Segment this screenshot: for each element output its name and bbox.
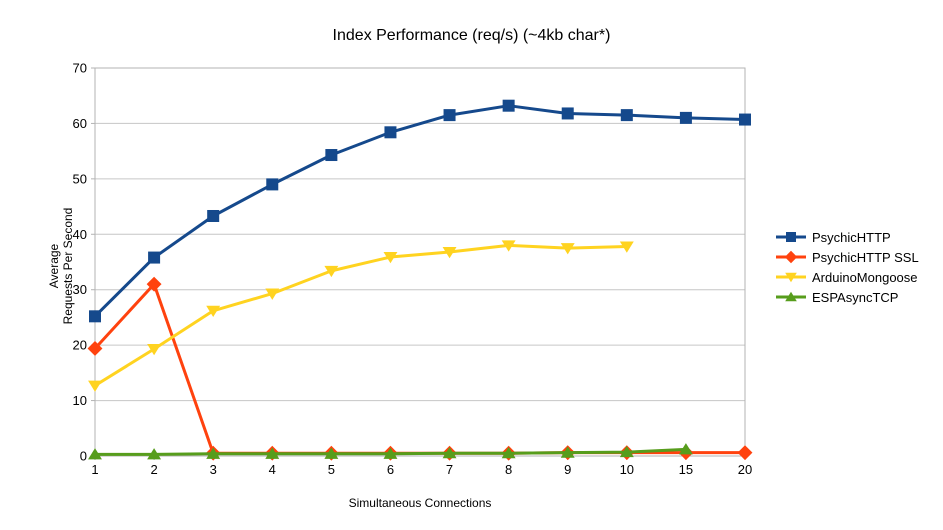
- series-marker-ArduinoMongoose: [147, 343, 162, 356]
- x-tick-label: 20: [738, 462, 752, 477]
- series-line-ArduinoMongoose: [94, 243, 627, 387]
- series-marker-ESPAsyncTCP: [442, 446, 457, 459]
- x-tick-label: 8: [505, 462, 512, 477]
- legend-label: PsychicHTTP: [812, 229, 891, 245]
- series-marker-ArduinoMongoose: [383, 251, 398, 264]
- series-marker-PsychicHTTP: [502, 99, 515, 112]
- series-marker-PsychicHTTP: [679, 111, 692, 124]
- series-marker-ESPAsyncTCP: [501, 446, 516, 459]
- y-tick-label: 40: [73, 227, 87, 242]
- x-axis-title: Simultaneous Connections: [348, 496, 492, 510]
- x-tick-label: 3: [210, 462, 217, 477]
- series-marker-PsychicHTTP: [325, 149, 338, 162]
- y-axis-title-line1: Average: [47, 243, 61, 289]
- series-marker-PsychicHTTP-SSL: [737, 445, 753, 461]
- series-marker-PsychicHTTP: [384, 126, 397, 139]
- series-marker-ESPAsyncTCP: [206, 447, 221, 459]
- y-tick-label: 70: [73, 61, 87, 76]
- legend-item-PsychicHTTP: PsychicHTTP: [776, 227, 919, 247]
- chart-title: Index Performance (req/s) (~4kb char*): [332, 27, 611, 44]
- series-marker-ArduinoMongoose: [560, 243, 575, 255]
- series-marker-ESPAsyncTCP: [324, 447, 339, 459]
- legend-item-PsychicHTTP-SSL: PsychicHTTP SSL: [776, 247, 919, 267]
- series-marker-ArduinoMongoose: [88, 380, 102, 392]
- series-marker-PsychicHTTP: [266, 178, 279, 191]
- x-tick-label: 1: [91, 462, 98, 477]
- series-marker-ArduinoMongoose: [324, 265, 339, 278]
- series-marker-ESPAsyncTCP: [147, 448, 162, 460]
- legend-label: PsychicHTTP SSL: [812, 249, 919, 265]
- series-marker-PsychicHTTP-SSL: [87, 341, 103, 356]
- legend-label: ESPAsyncTCP: [812, 289, 899, 305]
- y-tick-label: 10: [73, 393, 87, 408]
- legend-swatch-diamond-icon: [776, 250, 806, 264]
- legend-item-ESPAsyncTCP: ESPAsyncTCP: [776, 287, 919, 307]
- series-marker-PsychicHTTP: [739, 113, 751, 126]
- plot-border: [94, 67, 746, 457]
- x-tick-label: 10: [620, 462, 634, 477]
- series-marker-PsychicHTTP-SSL: [146, 276, 162, 292]
- series-marker-ArduinoMongoose: [206, 305, 221, 318]
- legend-swatch-triangle-up-icon: [776, 291, 806, 302]
- y-tick-label: 50: [73, 171, 87, 186]
- x-tick-label: 4: [269, 462, 276, 477]
- x-tick-label: 5: [328, 462, 335, 477]
- series-marker-ESPAsyncTCP: [678, 443, 693, 455]
- x-tick-label: 7: [446, 462, 453, 477]
- series-marker-ESPAsyncTCP: [560, 446, 575, 458]
- y-axis-title: Average Requests Per Second: [47, 208, 75, 325]
- x-tick-label: 15: [679, 462, 693, 477]
- y-tick-label: 20: [73, 338, 87, 353]
- x-tick-label: 6: [387, 462, 394, 477]
- series-marker-ArduinoMongoose: [265, 288, 280, 300]
- series-marker-ArduinoMongoose: [501, 240, 516, 252]
- legend-swatch-triangle-down-icon: [776, 272, 806, 283]
- series-marker-ArduinoMongoose: [442, 246, 457, 259]
- legend-marker: [785, 291, 797, 302]
- series-marker-ESPAsyncTCP: [265, 447, 280, 459]
- x-tick-label: 9: [564, 462, 571, 477]
- series-marker-PsychicHTTP: [443, 109, 456, 122]
- series-marker-PsychicHTTP: [89, 310, 101, 323]
- series-marker-ArduinoMongoose: [619, 241, 634, 253]
- series-line-PsychicHTTP-SSL: [93, 282, 745, 455]
- series-marker-PsychicHTTP: [561, 107, 574, 120]
- series-marker-ESPAsyncTCP: [619, 445, 634, 458]
- series-marker-PsychicHTTP: [207, 209, 220, 222]
- legend: PsychicHTTP PsychicHTTP SSL ArduinoMongoos…: [776, 227, 919, 307]
- y-axis-title-line2: Requests Per Second: [61, 207, 75, 325]
- y-tick-label: 30: [73, 282, 87, 297]
- legend-item-ArduinoMongoose: ArduinoMongoose: [776, 267, 919, 287]
- legend-marker: [784, 250, 798, 264]
- legend-marker: [785, 272, 797, 283]
- legend-label: ArduinoMongoose: [812, 269, 918, 285]
- series-marker-ESPAsyncTCP: [383, 447, 398, 459]
- y-tick-label: 60: [73, 116, 87, 131]
- x-tick-label: 2: [150, 462, 157, 477]
- series-line-PsychicHTTP: [93, 104, 746, 318]
- series-marker-PsychicHTTP: [620, 109, 633, 122]
- legend-swatch-square-icon: [776, 232, 806, 242]
- series-marker-PsychicHTTP: [148, 251, 161, 264]
- series-marker-ESPAsyncTCP: [88, 448, 102, 460]
- legend-marker: [786, 232, 796, 242]
- y-tick-label: 0: [80, 449, 87, 464]
